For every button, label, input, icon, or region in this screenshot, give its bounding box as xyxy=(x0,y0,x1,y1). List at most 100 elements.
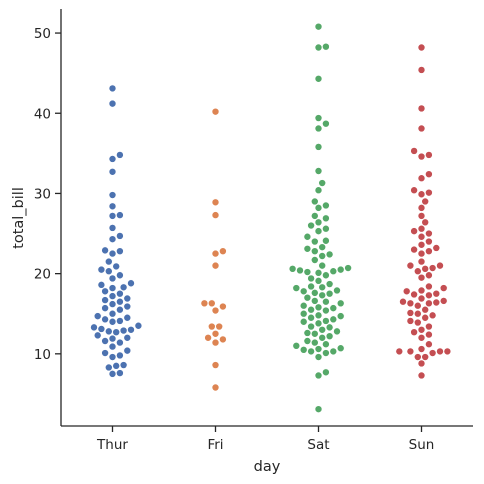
data-point xyxy=(105,327,113,336)
data-point xyxy=(314,269,323,277)
data-point xyxy=(425,330,433,339)
data-point xyxy=(417,224,426,233)
data-point xyxy=(314,22,323,31)
data-point xyxy=(112,262,120,271)
data-point xyxy=(314,345,323,353)
data-point xyxy=(204,333,212,342)
data-point xyxy=(336,265,345,274)
data-point xyxy=(425,291,433,300)
data-point xyxy=(299,317,308,326)
data-point xyxy=(314,218,323,227)
data-point xyxy=(314,319,323,328)
data-point xyxy=(425,237,433,246)
data-point xyxy=(428,311,437,320)
data-point xyxy=(425,151,433,159)
data-point xyxy=(402,287,411,296)
data-point xyxy=(344,264,352,272)
data-point xyxy=(333,327,341,336)
data-point xyxy=(310,212,319,220)
data-point xyxy=(112,328,120,336)
y-tick-label: 50 xyxy=(34,26,51,42)
data-point xyxy=(116,247,124,255)
data-point xyxy=(108,353,117,361)
data-point xyxy=(413,309,422,318)
data-point xyxy=(417,294,426,303)
data-point xyxy=(97,281,106,289)
data-point xyxy=(215,322,223,331)
data-point xyxy=(90,323,98,332)
data-point xyxy=(310,256,319,264)
data-point xyxy=(417,152,426,161)
data-point xyxy=(399,297,407,306)
data-point xyxy=(318,252,327,260)
data-point xyxy=(432,244,441,252)
data-point xyxy=(116,369,124,377)
data-point xyxy=(417,240,426,249)
data-point xyxy=(310,237,319,246)
data-point xyxy=(410,290,418,299)
data-point xyxy=(134,321,143,330)
data-point xyxy=(428,264,437,272)
data-point xyxy=(307,313,315,322)
data-point xyxy=(417,359,426,368)
data-point xyxy=(436,261,444,270)
data-point xyxy=(288,265,297,273)
data-point xyxy=(127,325,135,334)
data-point xyxy=(410,328,418,336)
data-point xyxy=(322,297,330,306)
data-point xyxy=(421,313,430,322)
data-point xyxy=(314,114,323,122)
data-point xyxy=(310,338,319,347)
data-point xyxy=(417,257,426,266)
data-point xyxy=(97,325,106,333)
data-point xyxy=(333,286,341,295)
data-point xyxy=(421,353,430,361)
data-point xyxy=(406,347,415,356)
data-point xyxy=(116,289,124,298)
y-tick-label: 10 xyxy=(34,347,51,363)
data-point xyxy=(417,371,426,380)
data-point xyxy=(425,170,433,178)
data-point xyxy=(116,305,124,314)
data-point xyxy=(211,329,220,338)
data-point xyxy=(314,167,323,175)
data-point xyxy=(421,305,430,314)
data-point xyxy=(101,349,109,357)
data-point xyxy=(318,179,327,187)
data-point xyxy=(410,186,418,195)
data-point xyxy=(108,334,117,343)
data-point xyxy=(211,306,220,315)
data-point xyxy=(116,151,124,159)
data-point xyxy=(123,313,132,322)
y-tick-label: 20 xyxy=(34,267,51,283)
x-tick-label: Fri xyxy=(207,437,223,453)
data-point xyxy=(123,294,132,303)
data-point xyxy=(211,383,220,392)
data-point xyxy=(299,309,308,318)
data-point xyxy=(413,318,422,327)
data-point xyxy=(410,227,418,235)
data-point xyxy=(410,147,418,155)
data-point xyxy=(417,190,426,199)
data-point xyxy=(322,201,330,210)
data-point xyxy=(417,174,426,183)
data-point xyxy=(211,361,220,369)
data-point xyxy=(200,299,209,308)
data-point xyxy=(108,317,117,326)
data-point xyxy=(314,303,323,312)
data-point xyxy=(116,351,124,360)
data-point xyxy=(307,282,315,291)
data-point xyxy=(108,202,117,211)
data-point xyxy=(93,312,102,320)
data-point xyxy=(211,249,220,258)
data-point xyxy=(211,338,220,347)
data-point xyxy=(406,317,415,325)
data-point xyxy=(439,297,448,305)
data-point xyxy=(318,243,327,251)
data-point xyxy=(116,297,124,306)
data-point xyxy=(417,286,426,295)
data-point xyxy=(322,42,330,51)
data-point xyxy=(101,296,109,304)
data-point xyxy=(307,221,315,230)
